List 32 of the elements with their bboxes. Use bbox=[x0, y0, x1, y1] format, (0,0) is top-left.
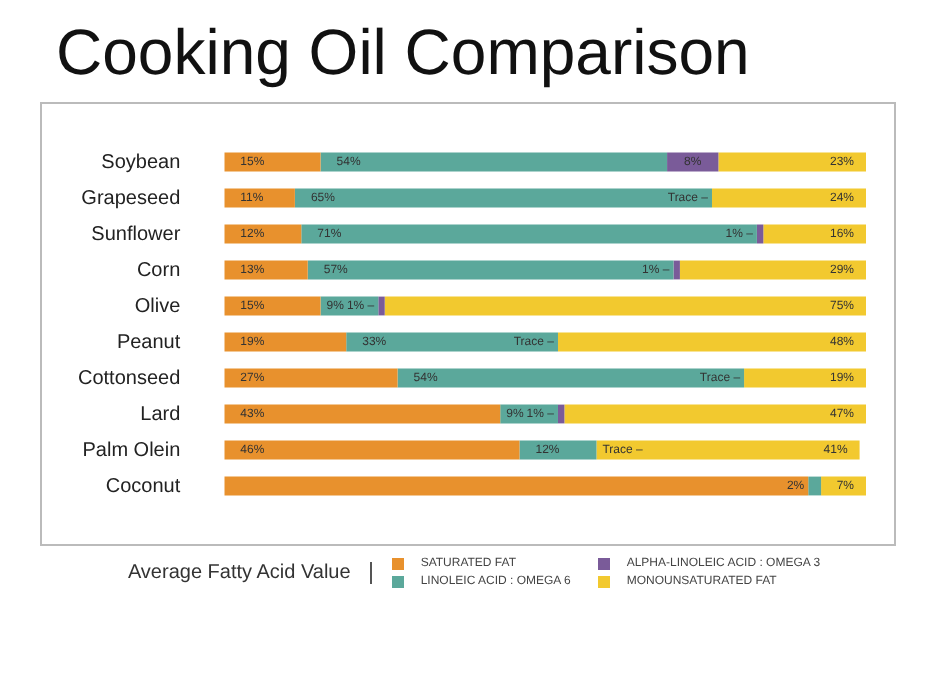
bar bbox=[808, 476, 822, 496]
legend-title: Average Fatty Acid Value bbox=[127, 562, 373, 584]
bar bbox=[224, 476, 809, 496]
y-tick-label: Corn bbox=[136, 259, 181, 282]
bar bbox=[224, 368, 398, 388]
chart-title: Cooking Oil Comparison bbox=[56, 16, 752, 90]
bar bbox=[557, 332, 866, 352]
y-tick-label: Olive bbox=[134, 295, 182, 318]
bar bbox=[224, 440, 520, 460]
bar bbox=[711, 188, 866, 208]
bar bbox=[718, 152, 866, 172]
bar bbox=[224, 404, 501, 424]
y-tick-label: Palm Olein bbox=[82, 439, 181, 462]
y-tick-label: Lard bbox=[140, 403, 181, 426]
y-tick-label: Soybean bbox=[101, 151, 181, 174]
bar bbox=[564, 404, 866, 424]
bar bbox=[384, 296, 866, 316]
bar bbox=[320, 152, 668, 172]
bar bbox=[301, 224, 757, 244]
y-tick-label: Cottonseed bbox=[77, 367, 181, 390]
bar bbox=[744, 368, 866, 388]
bar bbox=[679, 260, 866, 280]
bar bbox=[294, 188, 712, 208]
y-tick-label: Peanut bbox=[116, 331, 181, 354]
bar bbox=[378, 296, 385, 316]
y-tick-label: Sunflower bbox=[91, 223, 182, 246]
bar bbox=[673, 260, 680, 280]
bar bbox=[307, 260, 674, 280]
bar bbox=[397, 368, 745, 388]
y-tick-label: Grapeseed bbox=[81, 187, 181, 210]
y-tick-label: Coconut bbox=[105, 475, 181, 498]
bar bbox=[596, 440, 860, 460]
